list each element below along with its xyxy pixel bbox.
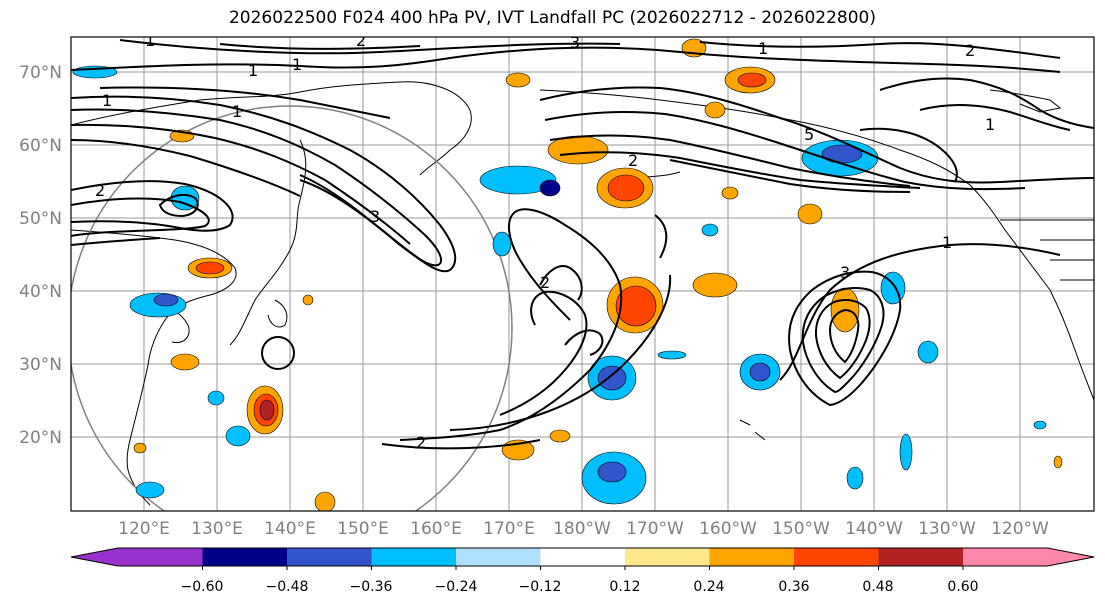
colorbar-tick-label: 0.24 (693, 579, 724, 595)
colorbar-tick-label: 0.60 (947, 579, 978, 595)
colorbar-bin (794, 548, 880, 566)
contour-label: 1 (102, 91, 112, 110)
contour-label: 5 (804, 125, 814, 144)
colorbar-extend-min (71, 548, 118, 566)
contour-label: 1 (248, 61, 258, 80)
contour-label: 1 (758, 39, 768, 58)
lat-label: 40°N (19, 282, 62, 302)
lon-label: 120°E (118, 519, 170, 539)
lon-labels: 120°E 130°E 140°E 150°E 160°E 170°E 180°… (118, 519, 1049, 539)
lat-label: 50°N (19, 209, 62, 229)
contour-label: 2 (628, 151, 638, 170)
pv-contours (71, 39, 1094, 450)
contour-label: 3 (370, 207, 380, 226)
colorbar-tick-label: 0.12 (609, 579, 640, 595)
colorbar-tick-label: −0.60 (181, 579, 224, 595)
contour-label: 3 (570, 33, 580, 52)
colorbar-tick-label: −0.36 (350, 579, 393, 595)
colorbar-bin (371, 548, 457, 566)
lon-label: 160°E (410, 519, 462, 539)
lon-label: 180°W (553, 519, 611, 539)
colorbar-bin (287, 548, 373, 566)
contour-label: 2 (356, 31, 366, 50)
colorbar-tick-label: 0.36 (778, 579, 809, 595)
lon-label: 150°E (337, 519, 389, 539)
colorbar-bin (118, 548, 204, 566)
colorbar-bin (878, 548, 964, 566)
colorbar (70, 547, 1095, 570)
colorbar-outline (70, 547, 1095, 567)
contour-label: 1 (145, 31, 155, 50)
pv-shading (72, 38, 1063, 511)
colorbar-tick-label: −0.12 (519, 579, 562, 595)
colorbar-bin (456, 548, 542, 566)
lon-label: 150°W (772, 519, 830, 539)
lon-label: 140°W (845, 519, 903, 539)
lon-label: 140°E (264, 519, 316, 539)
contour-label: 2 (965, 41, 975, 60)
colorbar-bin (963, 548, 1049, 566)
contour-label: 2 (540, 273, 550, 292)
contour-label: 1 (985, 115, 995, 134)
lon-label: 130°W (918, 519, 976, 539)
contour-labels: 1 1 1 1 1 1 1 1 2 2 2 2 2 2 3 3 3 5 (95, 31, 995, 452)
contour-label: 1 (232, 102, 242, 121)
map-frame (70, 36, 1095, 512)
colorbar-bin (540, 548, 626, 566)
lon-label: 120°W (991, 519, 1049, 539)
lon-label: 170°W (626, 519, 684, 539)
contour-label: 2 (95, 181, 105, 200)
colorbar-tick-label: 0.48 (862, 579, 893, 595)
colorbar-ticks: −0.60 −0.48 −0.36 −0.24 −0.12 0.12 0.24 … (181, 579, 979, 595)
lon-label: 160°W (699, 519, 757, 539)
map-title: 2026022500 F024 400 hPa PV, IVT Landfall… (228, 8, 876, 28)
lat-label: 60°N (19, 136, 62, 156)
lon-label: 130°E (191, 519, 243, 539)
contour-label: 2 (416, 433, 426, 452)
colorbar-bin (625, 548, 711, 566)
colorbar-tick-label: −0.24 (435, 579, 478, 595)
lat-labels: 70°N 60°N 50°N 40°N 30°N 20°N (19, 63, 62, 448)
contour-label: 1 (292, 55, 302, 74)
contour-label: 3 (840, 263, 850, 282)
colorbar-bin (202, 548, 288, 566)
lat-label: 30°N (19, 355, 62, 375)
lat-label: 70°N (19, 63, 62, 83)
lat-label: 20°N (19, 428, 62, 448)
contour-label: 1 (942, 233, 952, 252)
lon-label: 170°E (483, 519, 535, 539)
colorbar-extend-max (1047, 548, 1094, 566)
radius-circle (71, 105, 513, 511)
colorbar-tick-label: −0.48 (266, 579, 309, 595)
colorbar-bin (709, 548, 795, 566)
